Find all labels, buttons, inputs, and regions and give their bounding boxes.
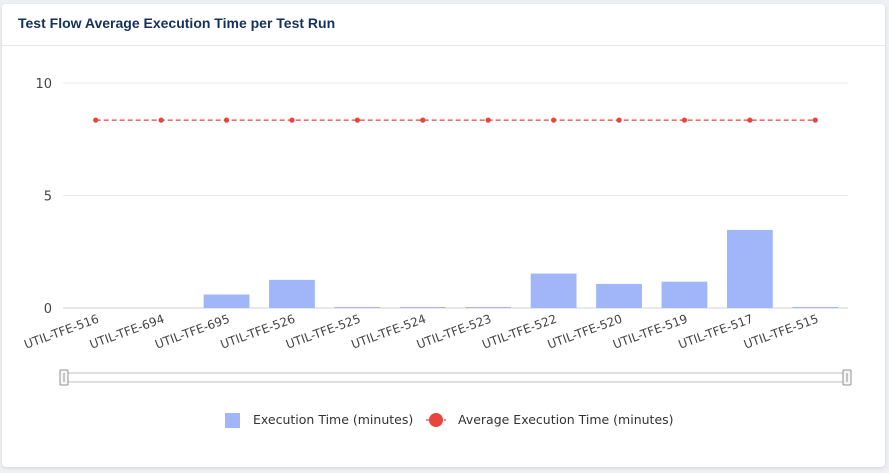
line-series [93,117,818,123]
x-tick-label: UTIL-TFE-695 [153,312,231,352]
bar[interactable] [792,307,839,308]
average-point[interactable] [485,117,491,123]
y-tick-label: 10 [35,77,52,92]
x-tick-label: UTIL-TFE-524 [349,312,427,352]
average-point[interactable] [158,117,164,123]
bar[interactable] [399,307,446,308]
slider-track[interactable] [63,372,848,383]
bar[interactable] [726,229,773,308]
x-tick-label: UTIL-TFE-516 [22,312,100,352]
average-point[interactable] [93,117,99,123]
x-axis: UTIL-TFE-516UTIL-TFE-694UTIL-TFE-695UTIL… [22,312,820,352]
legend-bar-swatch[interactable] [225,413,240,428]
average-point[interactable] [812,117,818,123]
average-point[interactable] [616,117,622,123]
bar[interactable] [203,294,250,309]
x-tick-label: UTIL-TFE-515 [742,312,820,352]
bar[interactable] [334,307,381,308]
x-tick-label: UTIL-TFE-526 [219,312,297,352]
average-point[interactable] [354,117,360,123]
bar-series [203,229,839,309]
x-tick-label: UTIL-TFE-525 [284,312,362,352]
zoom-slider[interactable] [59,369,852,386]
bar[interactable] [661,281,708,308]
average-point[interactable] [551,117,557,123]
bar[interactable] [596,283,642,308]
chart-legend: Execution Time (minutes) Average Executio… [225,412,674,428]
x-tick-label: UTIL-TFE-522 [480,312,558,352]
average-point[interactable] [289,117,295,123]
x-tick-label: UTIL-TFE-523 [415,312,493,352]
bar[interactable] [269,279,315,308]
bar[interactable] [530,273,577,308]
x-tick-label: UTIL-TFE-517 [676,312,754,352]
y-axis: 0 5 10 [35,77,52,317]
chart-title: Test Flow Average Execution Time per Tes… [18,15,336,31]
average-point[interactable] [223,117,230,123]
average-point[interactable] [681,117,688,123]
y-tick-label: 0 [44,302,52,317]
legend-line-label[interactable]: Average Execution Time (minutes) [458,412,674,427]
legend-bar-label[interactable]: Execution Time (minutes) [253,412,413,427]
grid-lines [63,82,848,309]
bar[interactable] [465,307,512,308]
x-tick-label: UTIL-TFE-520 [546,312,624,352]
x-tick-label: UTIL-TFE-519 [611,312,689,352]
y-tick-label: 5 [44,190,52,205]
legend-line-marker[interactable] [429,413,443,427]
x-tick-label: UTIL-TFE-694 [88,312,166,352]
average-point[interactable] [420,117,426,123]
average-point[interactable] [747,117,753,123]
card-header: Test Flow Average Execution Time per Tes… [2,4,885,46]
